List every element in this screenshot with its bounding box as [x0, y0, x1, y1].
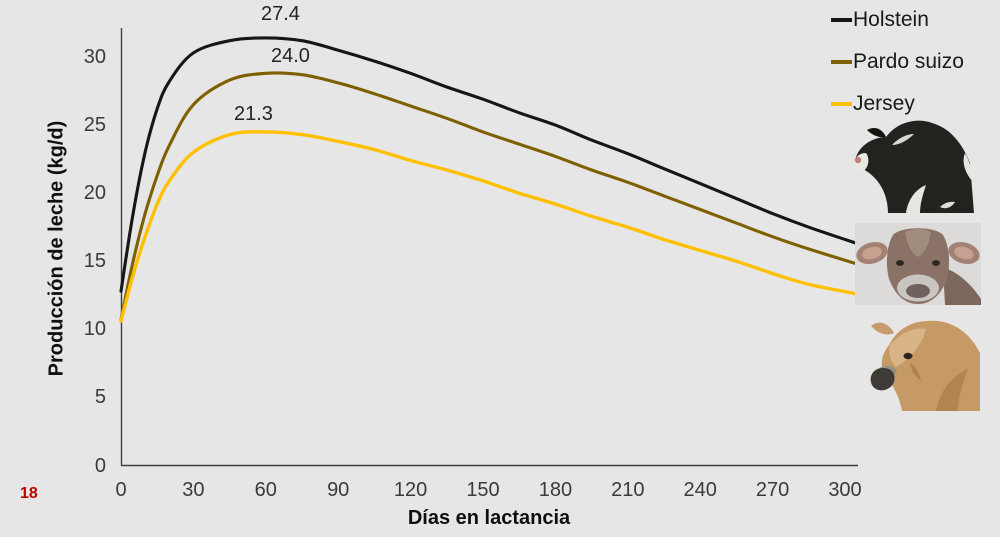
jersey-line-swatch — [831, 102, 852, 106]
legend-item-holstein: Holstein — [831, 8, 929, 32]
y-tick-label: 30 — [83, 46, 106, 68]
page-number: 18 — [20, 485, 38, 502]
y-tick-label: 15 — [83, 250, 106, 273]
y-tick-label: 0 — [94, 454, 106, 477]
x-tick-label: 120 — [393, 479, 428, 501]
x-tick-label: 150 — [466, 479, 500, 501]
pardo-suizo-cow-image — [855, 223, 981, 305]
x-tick-label: 270 — [755, 479, 790, 501]
y-tick-label: 25 — [83, 114, 106, 137]
pardo-suizo-curve — [119, 71, 859, 322]
holstein-peak-label: 27.4 — [261, 3, 300, 25]
y-axis-title: Producción de leche (kg/d) — [45, 120, 68, 377]
pardo-suizo-peak-label: 24.0 — [271, 45, 310, 67]
pardo-suizo-line-swatch — [831, 60, 852, 64]
legend-label-jersey: Jersey — [853, 92, 915, 115]
x-tick-label: 30 — [182, 479, 205, 501]
x-tick-label: 180 — [538, 479, 573, 501]
legend-label-pardo-suizo: Pardo suizo — [853, 50, 964, 73]
x-tick-label: 240 — [683, 479, 717, 501]
jersey-peak-label: 21.3 — [234, 103, 273, 125]
jersey-curve — [119, 130, 859, 323]
x-tick-label: 0 — [115, 479, 127, 501]
x-axis-title: Días en lactancia — [407, 507, 571, 529]
x-tick-label: 210 — [611, 479, 645, 501]
holstein-curve — [119, 36, 859, 293]
x-tick-label: 60 — [254, 479, 277, 501]
x-tick-label: 300 — [828, 479, 862, 501]
legend-item-jersey: Jersey — [831, 92, 915, 116]
holstein-line-swatch — [831, 18, 852, 22]
jersey-cow-image — [870, 320, 980, 411]
x-tick-label: 90 — [327, 479, 350, 501]
legend-label-holstein: Holstein — [853, 8, 929, 31]
y-tick-label: 10 — [83, 318, 106, 341]
y-tick-label: 20 — [83, 182, 106, 205]
holstein-cow-image — [853, 120, 974, 213]
legend-item-pardo-suizo: Pardo suizo — [831, 50, 964, 74]
y-tick-label: 5 — [94, 386, 106, 409]
